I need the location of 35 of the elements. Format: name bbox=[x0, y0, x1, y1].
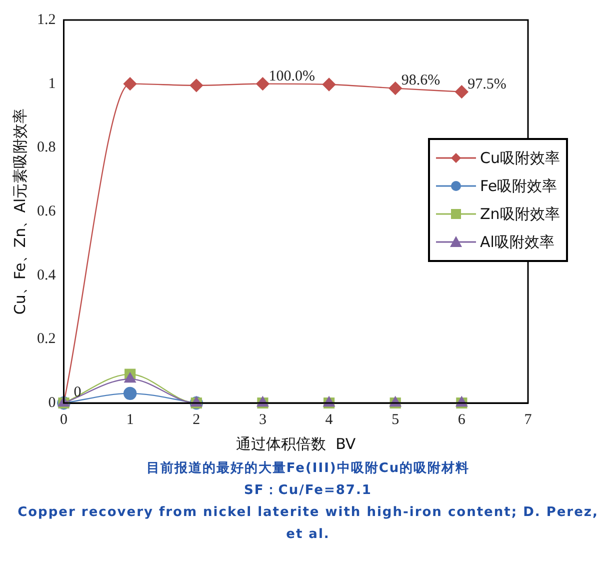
text: Copper recovery from nickel laterite with high-iron content; D. Perez, et al. bbox=[16, 504, 600, 544]
point bbox=[124, 372, 136, 383]
text: SF：Cu/Fe=87.1 bbox=[243, 482, 373, 500]
x-tick-label: 3 bbox=[258, 412, 266, 428]
point bbox=[123, 386, 137, 400]
y-tick-label: 1 bbox=[48, 76, 56, 92]
y-tick-label: 0.6 bbox=[37, 203, 56, 220]
legend-label: Zn吸附效率 bbox=[480, 204, 560, 225]
y-axis-title: Cu、Fe、Zn、Al元素吸附效率 bbox=[10, 108, 29, 315]
y-tick-label: 0.2 bbox=[37, 331, 56, 348]
legend-label: Al吸附效率 bbox=[480, 232, 554, 253]
data-label: 98.6% bbox=[401, 72, 440, 89]
x-tick-label: 5 bbox=[392, 412, 400, 428]
point bbox=[388, 82, 402, 95]
point bbox=[256, 77, 270, 90]
x-tick-label: 4 bbox=[325, 412, 334, 428]
x-tick-label: 2 bbox=[192, 412, 200, 428]
y-tick-label: 0 bbox=[48, 394, 56, 411]
point bbox=[123, 77, 137, 90]
x-axis-title: 通过体积倍数 BV bbox=[236, 434, 356, 453]
text: 目前报道的最好的大量Fe(III)中吸附Cu的吸附材料 bbox=[145, 460, 471, 478]
point bbox=[322, 78, 336, 92]
data-label: 100.0% bbox=[268, 68, 315, 84]
y-tick-label: 0.8 bbox=[37, 140, 56, 156]
y-tick-label: 1.2 bbox=[37, 12, 56, 28]
point bbox=[190, 78, 203, 92]
x-tick-label: 6 bbox=[458, 412, 466, 428]
x-tick-label: 7 bbox=[524, 412, 532, 428]
y-tick-label: 0.4 bbox=[37, 267, 56, 284]
legend-label: Fe吸附效率 bbox=[480, 176, 558, 197]
data-label: 97.5% bbox=[468, 76, 506, 92]
point bbox=[455, 85, 468, 98]
x-tick-label: 0 bbox=[60, 412, 68, 428]
legend-label: Cu吸附效率 bbox=[480, 148, 560, 169]
x-tick-label: 1 bbox=[126, 412, 134, 428]
